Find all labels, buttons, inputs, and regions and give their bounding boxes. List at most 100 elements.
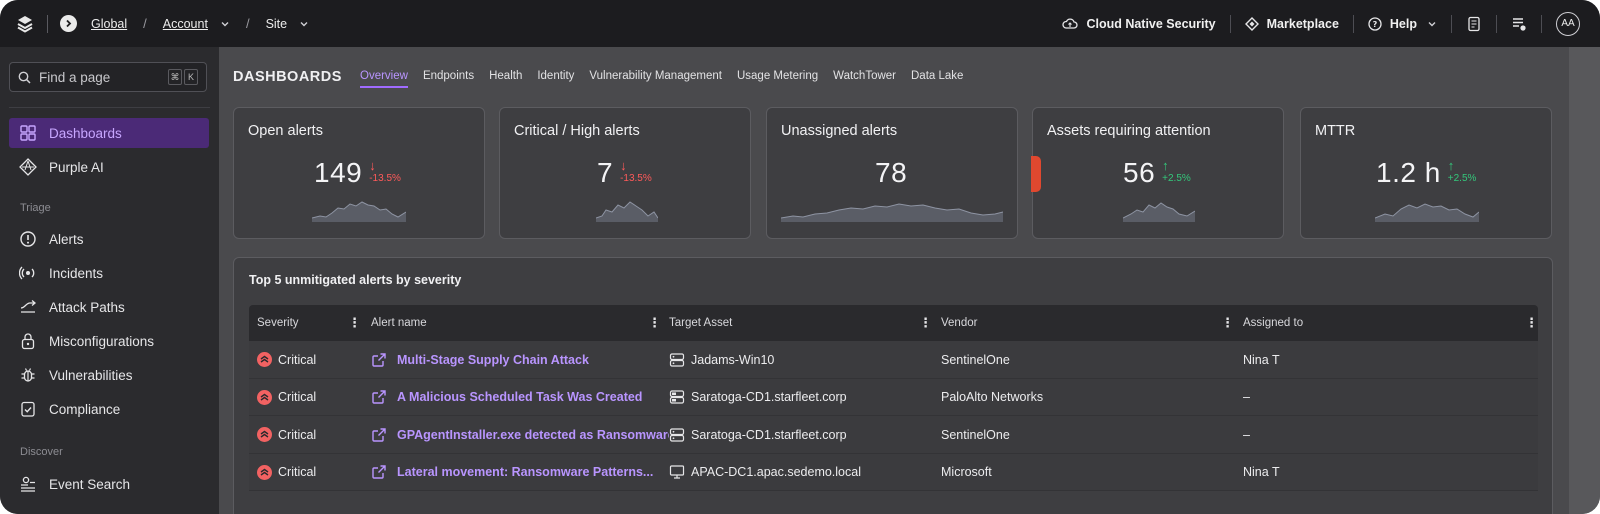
sidebar-item-alerts[interactable]: Alerts	[9, 224, 209, 254]
critical-severity-icon	[257, 427, 272, 442]
assigned-to-cell: Nina T	[1243, 352, 1280, 367]
severity-cell: Critical	[257, 416, 316, 453]
sparkline	[781, 203, 1003, 222]
divider	[9, 107, 210, 108]
sidebar-item-label: Alerts	[49, 231, 84, 247]
vendor-cell: SentinelOne	[941, 352, 1010, 367]
top-bar: Global / Account / Site Cloud Native Sec…	[0, 0, 1600, 47]
scope-chevron-right-icon[interactable]	[60, 15, 77, 32]
metric-card-unassigned-alerts[interactable]: Unassigned alerts 78	[766, 107, 1018, 239]
table-row[interactable]: Critical Lateral movement: Ransomware Pa…	[249, 453, 1538, 491]
find-page-search[interactable]: Find a page ⌘ K	[9, 62, 207, 92]
column-header-severity[interactable]: Severity	[257, 317, 299, 329]
column-menu-icon[interactable]: ⋮	[1525, 315, 1538, 330]
table-row[interactable]: Critical Multi-Stage Supply Chain Attack…	[249, 341, 1538, 379]
sidebar-item-attack-paths[interactable]: Attack Paths	[9, 292, 209, 322]
external-link-icon	[372, 427, 386, 442]
alert-name-cell[interactable]: Multi-Stage Supply Chain Attack	[371, 341, 661, 378]
severity-label: Critical	[278, 465, 317, 479]
metric-card-mttr[interactable]: MTTR 1.2 h ↑ +2.5%	[1300, 107, 1552, 239]
notes-icon[interactable]	[1466, 16, 1482, 32]
sidebar-item-purple-ai[interactable]: Purple AI	[9, 152, 209, 182]
vendor-cell: PaloAlto Networks	[941, 390, 1044, 404]
tab-endpoints[interactable]: Endpoints	[422, 70, 475, 82]
target-asset-cell: APAC-DC1.apac.sedemo.local	[669, 454, 861, 491]
card-title: Open alerts	[248, 123, 323, 139]
alert-link[interactable]: A Malicious Scheduled Task Was Created	[397, 390, 643, 404]
monitor-icon	[669, 465, 685, 479]
divider	[1229, 14, 1231, 33]
column-header-assigned-to[interactable]: Assigned to	[1243, 317, 1304, 329]
incident-icon	[19, 266, 35, 280]
tab-vulnerability-management[interactable]: Vulnerability Management	[589, 70, 722, 82]
cloud-icon	[1062, 17, 1079, 29]
target-asset: APAC-DC1.apac.sedemo.local	[691, 465, 861, 479]
tab-data-lake[interactable]: Data Lake	[911, 70, 964, 82]
section-title-discover: Discover	[20, 446, 63, 458]
sidebar-item-incidents[interactable]: Incidents	[9, 258, 209, 288]
severity-label: Critical	[278, 352, 317, 367]
breadcrumb-site[interactable]: Site	[265, 16, 288, 31]
column-menu-icon[interactable]: ⋮	[1221, 315, 1234, 330]
column-header-alert-name[interactable]: Alert name	[371, 317, 427, 329]
server-icon	[669, 352, 685, 367]
chevron-down-icon[interactable]	[220, 19, 230, 29]
avatar[interactable]: AA	[1556, 11, 1580, 36]
sentinelone-logo-icon[interactable]	[15, 14, 35, 34]
breadcrumb-account[interactable]: Account	[162, 16, 208, 31]
alert-name-cell[interactable]: A Malicious Scheduled Task Was Created	[371, 379, 661, 416]
cloud-native-security-label: Cloud Native Security	[1086, 16, 1216, 31]
sidebar-item-label: Purple AI	[49, 159, 104, 175]
tab-watchtower[interactable]: WatchTower	[833, 70, 896, 82]
sidebar-item-label: Attack Paths	[49, 299, 125, 315]
metric-card-open-alerts[interactable]: Open alerts 149 ↓ -13.5%	[233, 107, 485, 239]
metric-value: 7	[597, 157, 614, 188]
column-header-vendor[interactable]: Vendor	[941, 317, 978, 329]
external-link-icon	[372, 352, 386, 367]
alert-link[interactable]: Lateral movement: Ransomware Patterns...	[397, 465, 654, 479]
divider	[47, 14, 48, 33]
chevron-down-icon[interactable]	[299, 19, 309, 29]
attention-flag	[1031, 156, 1041, 192]
trend-indicator: ↓ -13.5%	[369, 157, 401, 184]
sidebar-item-vulnerabilities[interactable]: Vulnerabilities	[9, 360, 209, 390]
sidebar-item-misconfigurations[interactable]: Misconfigurations	[9, 326, 209, 356]
alert-link[interactable]: GPAgentInstaller.exe detected as Ransomw…	[397, 427, 669, 442]
sidebar-item-event-search[interactable]: Event Search	[9, 469, 209, 499]
tab-usage-metering[interactable]: Usage Metering	[736, 70, 819, 82]
sidebar-item-label: Misconfigurations	[49, 333, 155, 349]
marketplace-link[interactable]: Marketplace	[1244, 17, 1339, 31]
severity-label: Critical	[278, 390, 317, 404]
chevron-down-icon	[1428, 21, 1436, 26]
tab-health[interactable]: Health	[489, 70, 523, 82]
sidebar-item-dashboards[interactable]: Dashboards	[9, 118, 209, 148]
alert-link[interactable]: Multi-Stage Supply Chain Attack	[397, 352, 589, 367]
sidebar-item-label: Compliance	[49, 401, 121, 417]
cloud-native-security-link[interactable]: Cloud Native Security	[1062, 16, 1216, 31]
alerts-table: Severity ⋮ Alert name ⋮ Target Asset ⋮ V…	[249, 305, 1538, 491]
sparkline	[312, 201, 406, 222]
external-link-icon	[372, 465, 386, 479]
metric-card-assets-requiring-attention[interactable]: Assets requiring attention 56 ↑ +2.5%	[1031, 107, 1284, 239]
tab-overview[interactable]: Overview	[360, 70, 408, 88]
trend-percent: -13.5%	[369, 173, 401, 184]
breadcrumb-global[interactable]: Global	[91, 16, 128, 31]
table-row[interactable]: Critical GPAgentInstaller.exe detected a…	[249, 416, 1538, 454]
metric-value: 149	[314, 157, 363, 188]
sidebar-item-label: Event Search	[49, 476, 131, 492]
alert-name-cell[interactable]: Lateral movement: Ransomware Patterns...	[371, 454, 661, 491]
search-input[interactable]: Find a page	[39, 69, 111, 85]
metric-card-critical-high-alerts[interactable]: Critical / High alerts 7 ↓ -13.5%	[499, 107, 751, 239]
column-menu-icon[interactable]: ⋮	[648, 315, 661, 330]
assigned-to-cell: Nina T	[1243, 465, 1280, 479]
sidebar-item-compliance[interactable]: Compliance	[9, 394, 209, 424]
table-row[interactable]: Critical A Malicious Scheduled Task Was …	[249, 378, 1538, 416]
help-menu[interactable]: ? Help	[1368, 17, 1437, 31]
task-list-icon[interactable]	[1511, 16, 1527, 32]
column-menu-icon[interactable]: ⋮	[348, 315, 361, 330]
column-menu-icon[interactable]: ⋮	[919, 315, 932, 330]
tab-identity[interactable]: Identity	[537, 70, 575, 82]
trend-indicator: ↑ +2.5%	[1162, 157, 1191, 184]
alert-name-cell[interactable]: GPAgentInstaller.exe detected as Ransomw…	[371, 416, 669, 453]
column-header-target-asset[interactable]: Target Asset	[669, 317, 733, 329]
